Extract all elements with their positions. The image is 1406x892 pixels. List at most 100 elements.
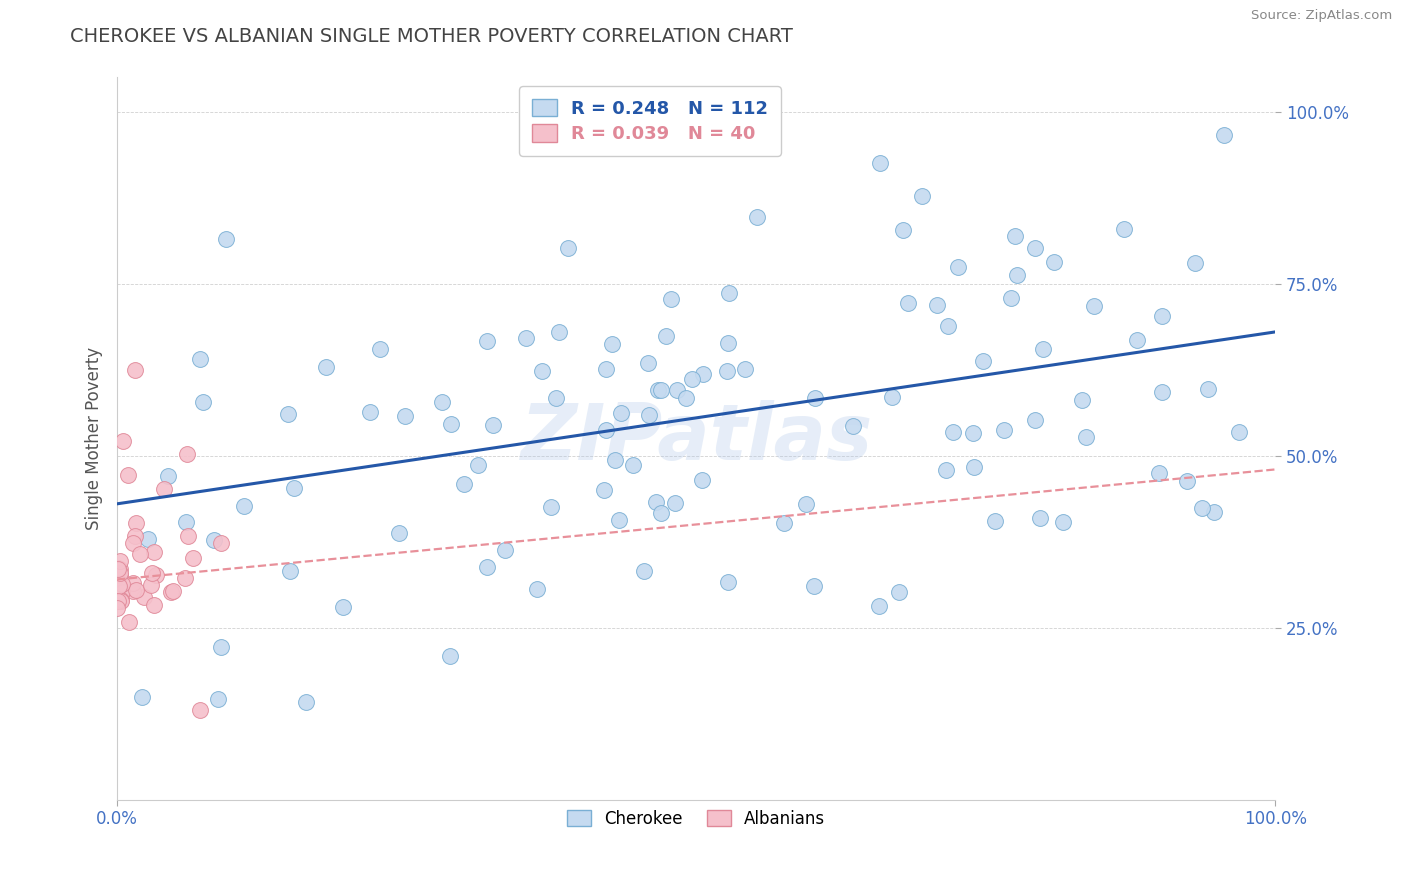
Point bbox=[360, 405, 382, 419]
Point bbox=[110, 554, 132, 568]
Point bbox=[609, 513, 631, 527]
Point bbox=[938, 318, 960, 333]
Point bbox=[129, 547, 152, 561]
Point bbox=[1052, 515, 1074, 529]
Point bbox=[530, 364, 553, 378]
Point bbox=[1152, 309, 1174, 323]
Point bbox=[207, 692, 229, 706]
Point bbox=[1042, 254, 1064, 268]
Text: Source: ZipAtlas.com: Source: ZipAtlas.com bbox=[1251, 9, 1392, 22]
Point bbox=[650, 506, 672, 520]
Point bbox=[647, 384, 669, 398]
Point bbox=[595, 423, 617, 437]
Point bbox=[869, 156, 891, 170]
Point bbox=[690, 473, 713, 487]
Point bbox=[107, 580, 129, 594]
Point bbox=[887, 584, 910, 599]
Point bbox=[209, 640, 232, 655]
Point bbox=[477, 334, 499, 348]
Point bbox=[482, 417, 505, 432]
Point bbox=[107, 593, 129, 607]
Point bbox=[772, 516, 794, 531]
Point bbox=[911, 188, 934, 202]
Point bbox=[111, 577, 134, 591]
Point bbox=[440, 417, 463, 432]
Point bbox=[1202, 505, 1225, 519]
Point bbox=[160, 585, 183, 599]
Point bbox=[603, 453, 626, 467]
Point bbox=[1227, 425, 1250, 440]
Point bbox=[108, 568, 131, 582]
Point bbox=[1004, 229, 1026, 244]
Point bbox=[645, 495, 668, 509]
Point bbox=[117, 468, 139, 483]
Point bbox=[124, 529, 146, 543]
Point bbox=[467, 458, 489, 472]
Point bbox=[650, 383, 672, 397]
Point bbox=[125, 516, 148, 530]
Point bbox=[233, 500, 256, 514]
Point bbox=[108, 566, 131, 581]
Point bbox=[526, 582, 548, 596]
Point bbox=[430, 395, 453, 409]
Point bbox=[142, 545, 165, 559]
Point bbox=[277, 408, 299, 422]
Point bbox=[388, 526, 411, 541]
Point bbox=[138, 532, 160, 546]
Point bbox=[108, 562, 131, 576]
Point bbox=[593, 483, 616, 497]
Point bbox=[1114, 222, 1136, 236]
Point bbox=[610, 406, 633, 420]
Point bbox=[1150, 384, 1173, 399]
Point bbox=[659, 292, 682, 306]
Point bbox=[557, 241, 579, 255]
Point bbox=[963, 459, 986, 474]
Point bbox=[439, 648, 461, 663]
Point bbox=[204, 533, 226, 547]
Point bbox=[494, 542, 516, 557]
Point bbox=[734, 362, 756, 376]
Point bbox=[692, 367, 714, 381]
Point bbox=[1032, 342, 1054, 356]
Point bbox=[942, 425, 965, 439]
Point bbox=[1175, 474, 1198, 488]
Point bbox=[294, 695, 316, 709]
Point bbox=[152, 482, 174, 496]
Point bbox=[188, 351, 211, 366]
Point bbox=[633, 565, 655, 579]
Point bbox=[209, 536, 232, 550]
Point bbox=[1074, 430, 1097, 444]
Point bbox=[283, 481, 305, 495]
Point bbox=[794, 497, 817, 511]
Point bbox=[880, 390, 903, 404]
Point bbox=[332, 600, 354, 615]
Point bbox=[278, 564, 301, 578]
Point bbox=[394, 409, 416, 423]
Point bbox=[107, 562, 129, 576]
Point bbox=[110, 594, 132, 608]
Point bbox=[181, 551, 204, 566]
Point bbox=[745, 210, 768, 224]
Point bbox=[595, 362, 617, 376]
Point bbox=[681, 372, 703, 386]
Point bbox=[717, 575, 740, 590]
Point bbox=[804, 391, 827, 405]
Y-axis label: Single Mother Poverty: Single Mother Poverty bbox=[86, 347, 103, 530]
Point bbox=[122, 536, 145, 550]
Point bbox=[1005, 268, 1028, 282]
Point bbox=[637, 356, 659, 370]
Point bbox=[1213, 128, 1236, 142]
Point bbox=[1028, 510, 1050, 524]
Point bbox=[540, 500, 562, 515]
Point bbox=[1083, 300, 1105, 314]
Point bbox=[515, 331, 537, 345]
Point bbox=[368, 342, 391, 356]
Point bbox=[1070, 393, 1092, 408]
Point bbox=[1024, 241, 1046, 255]
Point bbox=[125, 583, 148, 598]
Point bbox=[132, 590, 155, 604]
Point bbox=[174, 571, 197, 585]
Point bbox=[124, 362, 146, 376]
Point bbox=[141, 566, 163, 580]
Point bbox=[1126, 333, 1149, 347]
